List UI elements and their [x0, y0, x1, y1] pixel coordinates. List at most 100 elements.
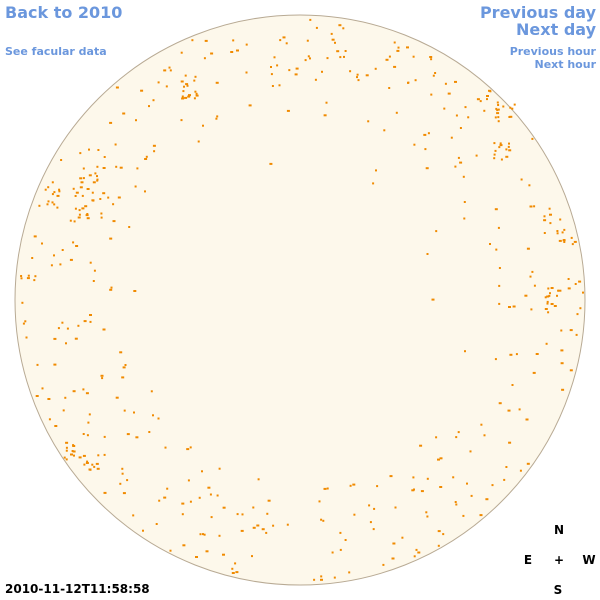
facula-point [181, 95, 184, 98]
facula-point [85, 392, 89, 395]
facula-point [205, 550, 209, 553]
facula-point [89, 314, 92, 316]
facula-point [222, 553, 225, 556]
facula-point [388, 55, 391, 58]
facula-point [201, 470, 203, 473]
facula-point [96, 467, 100, 470]
facula-point [276, 64, 279, 67]
facula-point [270, 73, 273, 76]
facula-point [75, 245, 79, 247]
facula-point [72, 390, 76, 393]
facula-point [91, 463, 94, 466]
facula-point [79, 152, 82, 155]
facula-point [579, 307, 582, 310]
facula-point [415, 548, 418, 551]
facula-point [273, 56, 276, 59]
facula-point [334, 41, 336, 44]
facula-point [353, 513, 356, 516]
facula-point [570, 236, 573, 239]
facula-point [54, 425, 58, 427]
facula-point [73, 220, 76, 223]
facula-point [48, 418, 51, 421]
facula-point [102, 167, 106, 169]
facula-point [25, 336, 28, 339]
facula-point [136, 167, 139, 170]
facula-point [469, 450, 472, 453]
facula-point [463, 201, 466, 203]
facula-point [344, 539, 347, 541]
facula-point [532, 371, 536, 374]
facula-point [78, 456, 82, 459]
next-day-link[interactable]: Next day [516, 20, 596, 39]
facula-point [99, 198, 102, 200]
facula-point [493, 157, 496, 160]
back-to-year-link[interactable]: Back to 2010 [5, 3, 123, 22]
facula-point [180, 119, 183, 122]
facula-point [368, 504, 371, 507]
facula-point [57, 327, 60, 330]
facula-point [396, 49, 400, 52]
facula-point [389, 475, 393, 478]
facula-point [561, 388, 565, 391]
facula-point [558, 289, 562, 292]
facula-point [63, 456, 66, 459]
facula-point [115, 165, 118, 168]
facula-point [509, 106, 512, 109]
facula-point [133, 411, 135, 414]
facula-point [559, 218, 562, 221]
facula-point [158, 499, 161, 502]
facula-point [497, 226, 500, 229]
facula-point [575, 333, 578, 336]
previous-hour-link[interactable]: Previous hour [509, 45, 596, 58]
facula-point [529, 275, 532, 278]
facula-point [413, 555, 416, 558]
facula-point [231, 572, 235, 574]
facula-point [576, 313, 579, 316]
see-facular-data-link[interactable]: See facular data [5, 45, 107, 58]
facula-point [547, 287, 550, 290]
facula-point [148, 431, 151, 433]
facula-point [157, 81, 160, 84]
next-hour-link[interactable]: Next hour [534, 58, 597, 71]
facula-point [511, 384, 514, 386]
facula-point [81, 207, 85, 210]
facula-point [531, 137, 534, 140]
facula-point [222, 506, 226, 509]
facula-point [218, 534, 221, 537]
facula-point [393, 65, 397, 68]
facula-point [188, 94, 191, 97]
facula-point [79, 177, 83, 180]
facula-point [20, 275, 23, 277]
previous-day-link[interactable]: Previous day [479, 3, 596, 22]
facula-point [326, 57, 329, 60]
facula-point [495, 248, 498, 251]
facula-point [454, 501, 457, 503]
facula-point [186, 448, 190, 451]
facula-point [121, 376, 125, 379]
facula-point [119, 351, 123, 354]
facula-point [95, 462, 99, 465]
facula-point [85, 214, 89, 217]
facula-point [135, 436, 139, 439]
facula-point [92, 280, 95, 282]
facula-point [128, 226, 131, 228]
facula-point [352, 483, 356, 486]
facula-point [186, 84, 189, 87]
facula-point [103, 453, 106, 456]
facula-point [498, 402, 502, 405]
facula-point [61, 249, 64, 251]
facula-point [550, 303, 554, 305]
facula-point [392, 542, 396, 545]
facula-point [546, 300, 549, 303]
facula-point [82, 433, 85, 435]
facula-point [306, 39, 309, 42]
facula-point [391, 557, 395, 560]
facula-point [330, 32, 333, 35]
facula-point [87, 421, 90, 424]
facula-point [64, 396, 67, 399]
facula-point [183, 85, 185, 88]
facula-point [369, 521, 372, 524]
facula-point [119, 166, 123, 169]
facula-point [96, 178, 99, 181]
facula-point [180, 51, 183, 54]
